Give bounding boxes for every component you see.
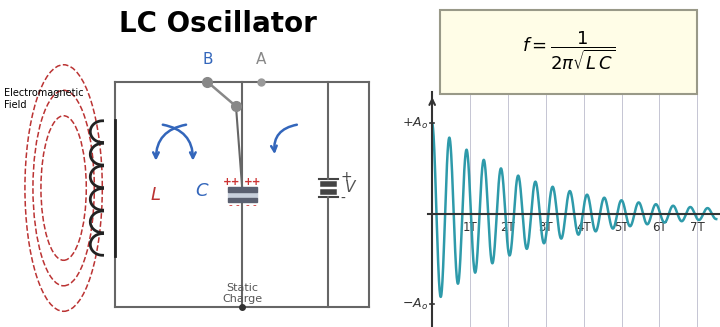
Bar xyxy=(228,192,256,198)
Text: B: B xyxy=(202,52,212,67)
Text: +: + xyxy=(341,170,352,184)
Text: $f = \dfrac{1}{2\pi\sqrt{L\,C}}$: $f = \dfrac{1}{2\pi\sqrt{L\,C}}$ xyxy=(522,29,616,72)
Text: L: L xyxy=(151,185,161,204)
Text: ++: ++ xyxy=(243,177,261,187)
Text: Static
Charge: Static Charge xyxy=(222,283,262,304)
Text: ++: ++ xyxy=(223,177,240,187)
Text: V: V xyxy=(345,180,355,195)
Text: -: - xyxy=(341,192,346,206)
Text: C: C xyxy=(195,182,207,200)
Text: Electromagnetic
Field: Electromagnetic Field xyxy=(4,88,84,110)
Text: LC Oscillator: LC Oscillator xyxy=(119,10,317,38)
Text: $+A_o$: $+A_o$ xyxy=(402,116,428,131)
Text: A: A xyxy=(256,52,266,67)
Text: - -: - - xyxy=(230,200,240,210)
Text: $-A_o$: $-A_o$ xyxy=(402,297,428,312)
Bar xyxy=(228,198,256,202)
Text: - -: - - xyxy=(246,200,256,210)
FancyBboxPatch shape xyxy=(440,10,698,95)
Bar xyxy=(228,187,256,192)
